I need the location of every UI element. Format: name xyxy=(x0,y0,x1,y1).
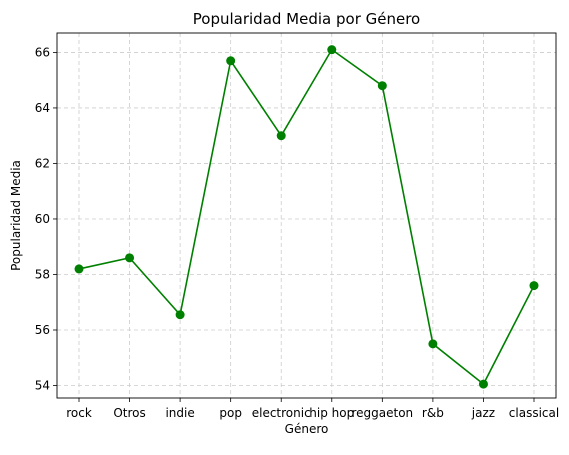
plot-frame xyxy=(56,32,557,399)
data-points xyxy=(74,45,539,389)
grid-lines xyxy=(57,33,556,398)
x-tick-label: indie xyxy=(165,406,194,420)
data-point xyxy=(327,45,337,55)
x-tick-label: Otros xyxy=(113,406,145,420)
data-point xyxy=(276,131,286,141)
data-point xyxy=(428,339,438,349)
y-tick-label: 56 xyxy=(35,323,50,337)
data-point xyxy=(377,81,387,91)
x-tick-label: classical xyxy=(509,406,559,420)
data-point xyxy=(529,281,539,291)
y-tick-label: 60 xyxy=(35,212,50,226)
data-point xyxy=(175,310,185,320)
x-tick-label: r&b xyxy=(422,406,444,420)
chart-title: Popularidad Media por Género xyxy=(193,10,420,28)
x-tick-label: jazz xyxy=(471,406,495,420)
y-axis-label: Popularidad Media xyxy=(9,160,23,271)
y-tick-label: 54 xyxy=(35,379,50,393)
series-line xyxy=(78,48,535,386)
x-tick-label: rock xyxy=(66,406,92,420)
y-tick-label: 62 xyxy=(35,156,50,170)
y-tick-label: 58 xyxy=(35,267,50,281)
y-axis-ticks: 54 56 58 60 62 64 66 xyxy=(35,45,57,393)
data-point xyxy=(125,253,135,263)
y-tick-label: 66 xyxy=(35,45,50,59)
x-tick-label: pop xyxy=(219,406,242,420)
x-tick-label: hip hop xyxy=(309,406,354,420)
data-point xyxy=(478,379,488,389)
x-tick-label: electronic xyxy=(252,406,311,420)
x-axis-label: Género xyxy=(285,422,329,436)
x-tick-label: reggaeton xyxy=(351,406,413,420)
y-tick-label: 64 xyxy=(35,101,50,115)
data-point xyxy=(74,264,84,274)
data-point xyxy=(226,56,236,66)
